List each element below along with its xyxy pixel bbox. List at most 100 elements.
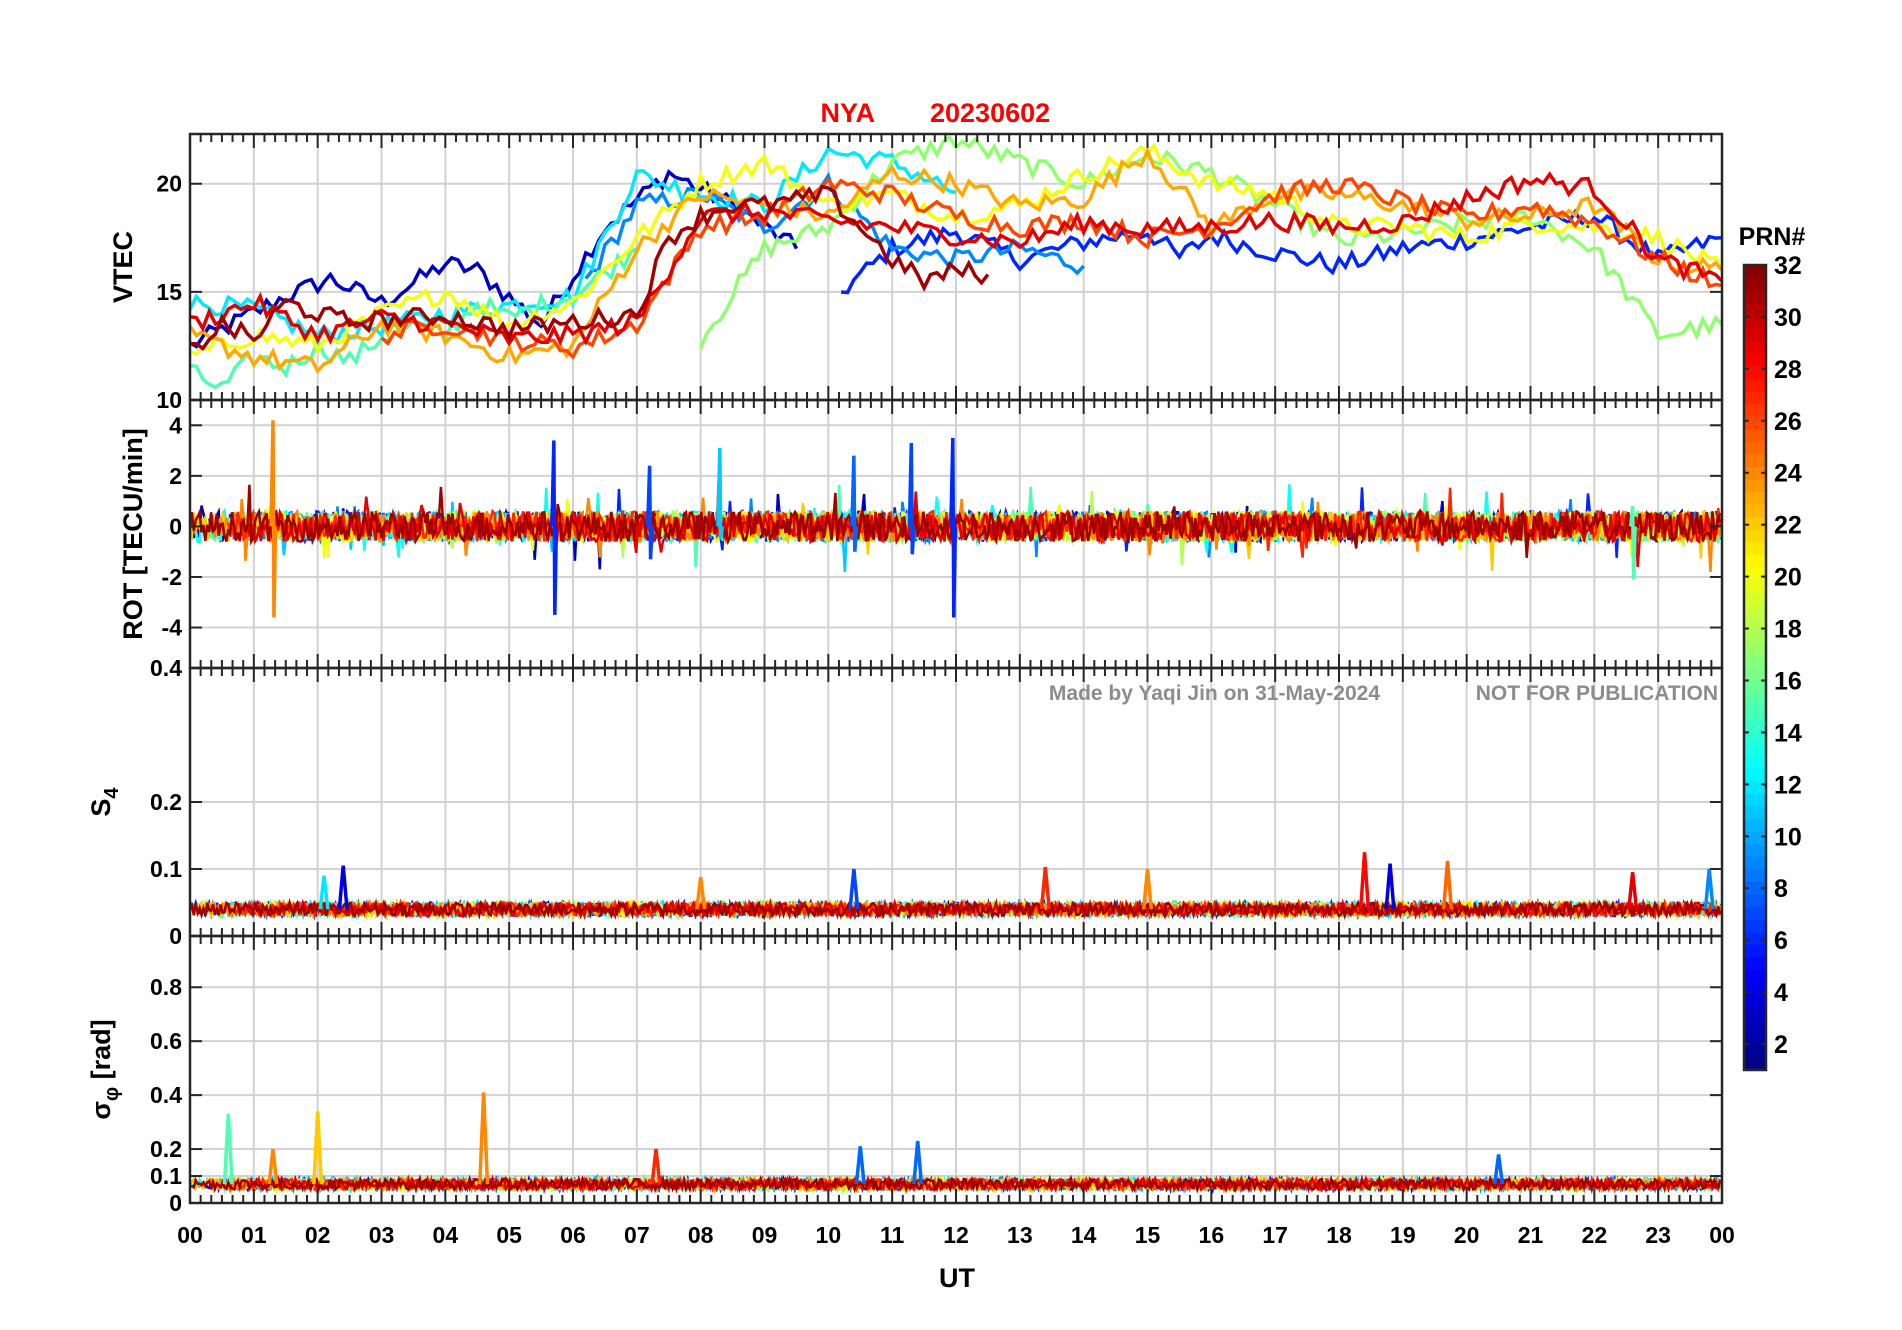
sigma_phi-spike (222, 1113, 234, 1185)
x-tick-label: 14 (1071, 1222, 1097, 1248)
colorbar-segment (1744, 919, 1766, 933)
sigma_phi-spike (650, 1148, 662, 1185)
colorbar-segment (1744, 881, 1766, 895)
rot-spike (850, 455, 859, 552)
sigma_phi-spike (267, 1148, 279, 1185)
colorbar-segment (1744, 730, 1766, 744)
x-tick-label: 04 (433, 1222, 459, 1248)
rot-panel: -4 -2 0 2 4 ROT [TECU/min] (118, 398, 1724, 670)
colorbar-segment (1744, 491, 1766, 505)
y-tick-label: 10 (156, 387, 182, 413)
rot-spike (1628, 506, 1637, 580)
sigma_phi-spike (854, 1146, 866, 1185)
colorbar-segment (1744, 856, 1766, 870)
s4-spike (1039, 866, 1051, 910)
x-tick-label: 07 (624, 1222, 650, 1248)
colorbar-segment (1744, 768, 1766, 782)
colorbar-tick-label: 18 (1774, 616, 1802, 644)
colorbar-segment (1744, 453, 1766, 467)
colorbar-tick-label: 22 (1774, 512, 1802, 540)
y-tick-label: 4 (169, 412, 182, 438)
rot-spike (949, 437, 958, 618)
y-tick-label: 2 (169, 463, 182, 489)
rot-spike (645, 465, 654, 560)
sigma_phi-series-prn-29 (246, 1174, 1721, 1195)
colorbar-segment (1744, 466, 1766, 480)
s4-spike (1703, 868, 1715, 910)
colorbar-segment (1744, 265, 1766, 279)
colorbar-segment (1744, 705, 1766, 719)
colorbar-segment (1744, 327, 1766, 342)
x-axis-label: UT (939, 1263, 975, 1293)
colorbar-tick-label: 4 (1774, 979, 1788, 1007)
x-tick-label: 00 (177, 1222, 203, 1248)
colorbar-segment (1744, 365, 1766, 379)
y-tick-label: 0.4 (150, 1082, 182, 1108)
sigma_phi-spike (912, 1140, 924, 1185)
colorbar-tick-label: 20 (1774, 564, 1802, 592)
colorbar-segment (1744, 805, 1766, 820)
data-traces (190, 134, 1722, 390)
x-axis-tick-labels: 00 01 02 03 04 05 06 07 08 09 10 11 12 13 14 15 16 17 18 19… (177, 1222, 1735, 1248)
s4-series-prn-31 (190, 897, 1722, 921)
y-axis-label: VTEC (108, 231, 138, 303)
colorbar-segment (1744, 277, 1766, 291)
y-tick-label: -4 (162, 615, 183, 641)
colorbar-segment (1744, 529, 1766, 543)
x-tick-label: 19 (1390, 1222, 1416, 1248)
y-tick-label: 0 (169, 1190, 182, 1216)
colorbar-segment (1744, 617, 1766, 631)
colorbar-tick-label: 8 (1774, 875, 1788, 903)
x-tick-label: 00 (1709, 1222, 1735, 1248)
s4-spike (1141, 868, 1154, 910)
colorbar-frame (1742, 263, 1768, 1072)
colorbar-segment (1744, 566, 1766, 581)
colorbar-segment (1744, 931, 1766, 945)
colorbar-segment (1744, 831, 1766, 845)
data-traces (190, 420, 1722, 618)
colorbar-segment (1744, 906, 1766, 920)
x-tick-label: 21 (1518, 1222, 1544, 1248)
watermark-notice: NOT FOR PUBLICATION (1476, 682, 1718, 705)
y-tick-label: 0.1 (150, 856, 182, 882)
y-tick-label: 15 (156, 279, 182, 305)
colorbar-segment (1744, 516, 1766, 530)
x-tick-label: 05 (496, 1222, 522, 1248)
vtec-series-prn-20 (190, 142, 1722, 356)
chart-title-date: 20230602 (930, 98, 1050, 128)
x-tick-label: 15 (1135, 1222, 1161, 1248)
x-tick-label: 08 (688, 1222, 714, 1248)
colorbar-segment (1744, 478, 1766, 493)
colorbar-tick-label: 28 (1774, 356, 1802, 384)
colorbar-segment (1744, 1044, 1766, 1059)
y-tick-label: 0.1 (150, 1163, 182, 1189)
x-tick-label: 10 (816, 1222, 842, 1248)
s4-spike (337, 865, 349, 910)
x-tick-label: 03 (369, 1222, 395, 1248)
rot-spike (269, 420, 278, 618)
colorbar-segment (1744, 1007, 1766, 1021)
colorbar-segment (1744, 541, 1766, 555)
colorbar-segment (1744, 290, 1766, 304)
data-traces (190, 1092, 1722, 1195)
colorbar-segment (1744, 340, 1766, 354)
s4-spike (1441, 860, 1454, 910)
rot-series-prn-31 (190, 484, 1722, 558)
colorbar-segment (1744, 378, 1766, 392)
colorbar-tick-label: 10 (1774, 823, 1802, 851)
y-tick-label: -2 (162, 564, 182, 590)
data-traces (190, 852, 1722, 921)
colorbar-segment (1744, 692, 1766, 706)
colorbar-segment (1744, 441, 1766, 455)
colorbar-tick-label: 32 (1774, 252, 1802, 280)
colorbar-segment (1744, 554, 1766, 568)
x-tick-label: 11 (880, 1222, 905, 1248)
y-tick-label: 0.4 (150, 655, 182, 681)
axes-box (188, 934, 1724, 1205)
colorbar-segment (1744, 818, 1766, 832)
y-tick-label: 0 (169, 923, 182, 949)
colorbar-segment (1744, 956, 1766, 970)
y-axis-label: ROT [TECU/min] (118, 428, 148, 639)
sigma_phi-spike (312, 1111, 324, 1185)
y-tick-label: 0 (169, 513, 182, 539)
